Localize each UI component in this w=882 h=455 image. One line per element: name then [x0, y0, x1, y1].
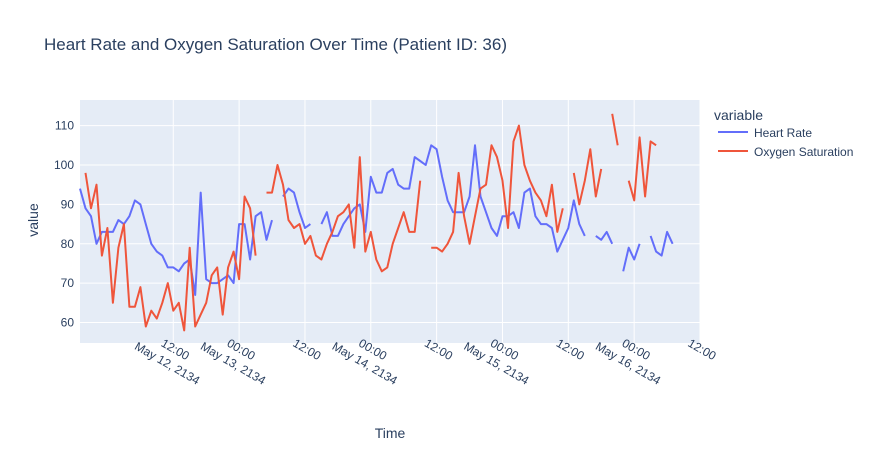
series-line-oxygen-saturation — [572, 148, 603, 206]
grid-lines — [80, 100, 701, 343]
y-tick-label: 80 — [61, 237, 75, 251]
legend-item-oxygen-saturation[interactable]: Oxygen Saturation — [718, 145, 853, 159]
series-line-heart-rate — [79, 188, 273, 296]
series-line-oxygen-saturation — [431, 124, 564, 253]
y-tick-label: 90 — [61, 197, 75, 211]
legend: variable Heart Rate Oxygen Saturation — [714, 107, 853, 159]
y-tick-label: 60 — [61, 316, 75, 330]
y-tick-label: 110 — [55, 119, 74, 133]
series-line-oxygen-saturation — [266, 156, 422, 273]
y-tick-label: 70 — [61, 276, 75, 290]
series-line-oxygen-saturation — [84, 172, 257, 332]
y-tick-label: 100 — [54, 158, 74, 172]
series-line-heart-rate — [320, 144, 586, 253]
series-line-heart-rate — [595, 230, 614, 245]
chart-title: Heart Rate and Oxygen Saturation Over Ti… — [44, 35, 507, 54]
series-heart-rate — [79, 144, 674, 296]
legend-label-oxygen-saturation: Oxygen Saturation — [754, 145, 853, 159]
series-line-oxygen-saturation — [627, 136, 657, 202]
y-axis: 60 70 80 90 100 110 — [54, 119, 74, 330]
series-line-heart-rate — [282, 187, 311, 229]
legend-label-heart-rate: Heart Rate — [754, 126, 812, 140]
x-tick-time: 12:00 — [685, 336, 718, 363]
y-axis-title: value — [25, 203, 41, 237]
x-axis-title: Time — [375, 425, 406, 441]
legend-title: variable — [714, 107, 763, 123]
series-line-heart-rate — [622, 243, 641, 272]
legend-item-heart-rate[interactable]: Heart Rate — [718, 126, 812, 140]
series-line-oxygen-saturation — [611, 113, 619, 146]
plot-background — [80, 100, 700, 343]
series-lines — [79, 113, 674, 332]
series-oxygen-saturation — [84, 113, 657, 332]
x-tick-label: 12:00 — [685, 336, 718, 363]
series-line-heart-rate — [649, 230, 674, 257]
